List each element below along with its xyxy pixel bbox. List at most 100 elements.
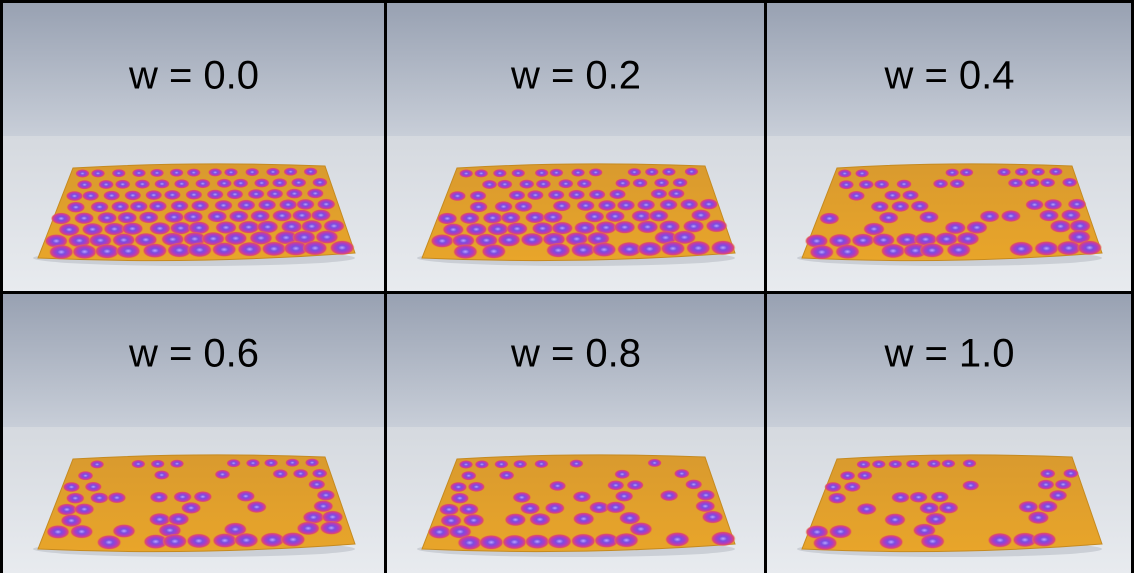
- spot: [979, 210, 1000, 222]
- spot: [285, 458, 300, 467]
- spot: [549, 481, 567, 492]
- spot: [513, 460, 528, 469]
- spot: [534, 460, 549, 469]
- spot: [660, 241, 685, 256]
- spot: [597, 200, 616, 212]
- spot: [459, 169, 474, 178]
- spot: [131, 460, 146, 469]
- spot: [1009, 241, 1034, 256]
- spot: [142, 243, 167, 258]
- spot: [469, 191, 487, 202]
- spot: [459, 460, 474, 469]
- spot: [150, 460, 165, 469]
- spot: [1049, 220, 1071, 233]
- spot: [662, 167, 677, 176]
- spot: [588, 168, 603, 177]
- spot: [237, 199, 256, 211]
- spot: [705, 219, 727, 232]
- spot: [573, 512, 595, 525]
- spot: [164, 190, 182, 201]
- spot: [648, 210, 669, 222]
- spot: [941, 459, 956, 468]
- spot: [851, 233, 875, 247]
- spot: [428, 525, 452, 539]
- spot: [154, 470, 170, 480]
- spot: [481, 244, 506, 259]
- spot: [70, 525, 94, 539]
- spot: [138, 211, 159, 223]
- spot: [292, 209, 313, 221]
- spot: [605, 210, 626, 222]
- spot: [246, 459, 261, 468]
- spot: [214, 470, 230, 480]
- spot: [453, 244, 478, 259]
- spot: [527, 190, 545, 201]
- spot: [920, 534, 945, 549]
- spot: [66, 201, 85, 213]
- spot: [1054, 479, 1072, 490]
- spot: [186, 533, 211, 548]
- spot: [461, 471, 477, 481]
- spot: [293, 469, 309, 479]
- panel-label: w = 1.0: [883, 332, 1014, 376]
- spot: [637, 241, 662, 256]
- spot: [654, 178, 670, 188]
- spot: [82, 191, 100, 202]
- spot: [881, 243, 906, 258]
- spot: [111, 201, 130, 213]
- spot: [463, 514, 485, 527]
- spot: [607, 480, 625, 491]
- spot: [644, 168, 659, 177]
- spot: [320, 521, 344, 535]
- spot: [49, 244, 74, 259]
- spot: [481, 180, 497, 190]
- spot: [1024, 178, 1040, 188]
- panel-label: w = 0.2: [510, 54, 641, 98]
- spot: [520, 502, 541, 514]
- spot: [891, 492, 910, 504]
- panel-label: w = 0.8: [510, 332, 641, 376]
- spot: [856, 503, 877, 515]
- spot: [439, 503, 460, 515]
- spot: [905, 460, 920, 469]
- spot: [626, 480, 644, 491]
- spot: [283, 167, 298, 176]
- spot: [296, 199, 315, 211]
- spot: [279, 199, 298, 211]
- spot: [609, 189, 627, 200]
- spot: [317, 198, 336, 210]
- spot: [926, 459, 941, 468]
- spot: [174, 179, 190, 189]
- spot: [547, 190, 565, 201]
- spot: [502, 534, 527, 549]
- spot: [835, 244, 860, 259]
- spot: [450, 492, 469, 504]
- spot: [214, 200, 233, 212]
- spot: [117, 212, 138, 224]
- spot: [148, 200, 167, 212]
- spot: [450, 482, 468, 493]
- spot: [1034, 241, 1059, 256]
- spot: [945, 168, 960, 177]
- spot: [437, 212, 458, 224]
- spot: [286, 188, 304, 199]
- spot: [504, 513, 526, 526]
- spot: [236, 490, 255, 502]
- spot: [525, 534, 550, 549]
- spot: [512, 492, 531, 504]
- spot: [511, 169, 526, 178]
- spot: [212, 242, 237, 257]
- spot: [191, 200, 210, 212]
- spot: [208, 168, 223, 177]
- spot: [173, 491, 192, 503]
- spot: [680, 199, 699, 211]
- spot: [605, 501, 626, 513]
- spot: [212, 533, 237, 548]
- spot: [129, 201, 148, 213]
- spot: [150, 169, 165, 178]
- spot: [558, 179, 574, 189]
- spot: [529, 513, 551, 526]
- spot: [134, 179, 150, 189]
- spot: [207, 210, 228, 222]
- panel-label: w = 0.4: [883, 54, 1014, 98]
